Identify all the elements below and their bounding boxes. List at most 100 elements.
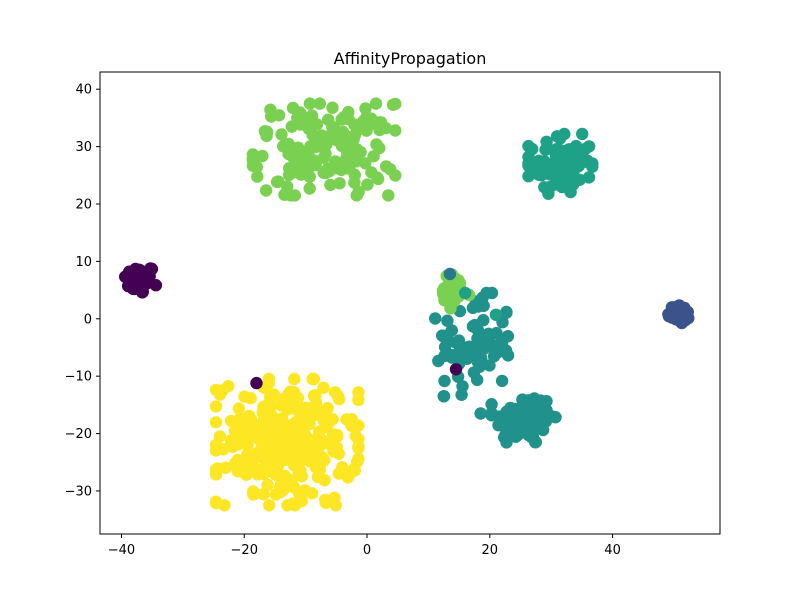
data-point bbox=[328, 386, 342, 399]
data-point bbox=[382, 189, 395, 202]
data-point bbox=[485, 409, 498, 422]
data-point bbox=[365, 166, 378, 179]
chart-title: AffinityPropagation bbox=[334, 49, 487, 68]
data-point bbox=[477, 314, 490, 327]
data-point bbox=[500, 306, 513, 319]
data-point bbox=[475, 332, 488, 345]
data-point bbox=[275, 434, 289, 447]
data-point bbox=[367, 150, 380, 163]
data-point bbox=[485, 398, 498, 411]
data-point bbox=[305, 487, 319, 500]
data-point bbox=[309, 460, 322, 474]
data-point bbox=[142, 272, 155, 285]
data-point bbox=[504, 401, 517, 415]
data-point bbox=[209, 400, 223, 413]
data-point bbox=[489, 308, 503, 321]
data-point bbox=[379, 121, 392, 135]
data-point bbox=[444, 302, 457, 315]
data-point bbox=[324, 178, 337, 192]
data-point bbox=[253, 449, 267, 462]
data-point bbox=[269, 488, 282, 501]
data-point bbox=[329, 499, 342, 512]
data-point bbox=[285, 455, 298, 468]
data-point bbox=[276, 412, 289, 425]
data-point bbox=[317, 381, 330, 394]
data-point bbox=[495, 374, 509, 388]
data-point bbox=[224, 434, 238, 447]
data-point bbox=[440, 329, 454, 342]
data-point bbox=[347, 132, 360, 146]
data-point bbox=[319, 420, 332, 434]
data-point bbox=[297, 447, 311, 460]
data-point bbox=[359, 102, 372, 115]
data-point bbox=[549, 411, 562, 424]
data-point bbox=[453, 304, 467, 318]
data-point bbox=[503, 414, 516, 428]
data-point bbox=[501, 330, 515, 343]
x-axis: −40 −20 0 20 40 bbox=[108, 534, 621, 558]
y-tick-label: 10 bbox=[75, 255, 92, 270]
data-point bbox=[261, 478, 274, 492]
y-tick-label: 30 bbox=[75, 140, 92, 155]
data-point bbox=[275, 477, 288, 490]
data-point bbox=[318, 474, 331, 487]
data-point bbox=[432, 354, 445, 368]
data-point bbox=[326, 121, 339, 134]
data-point bbox=[307, 372, 320, 386]
data-point bbox=[542, 187, 555, 200]
data-point bbox=[313, 97, 326, 110]
data-point bbox=[532, 168, 545, 181]
data-point bbox=[297, 149, 311, 162]
data-point bbox=[308, 441, 321, 454]
data-point bbox=[335, 163, 348, 177]
data-point bbox=[263, 499, 276, 512]
data-point bbox=[231, 465, 244, 478]
data-point bbox=[522, 394, 535, 407]
data-point bbox=[247, 485, 260, 498]
data-point bbox=[320, 164, 333, 177]
data-point bbox=[350, 189, 363, 202]
data-point bbox=[361, 178, 374, 191]
data-point bbox=[319, 147, 332, 160]
data-point bbox=[443, 267, 457, 281]
data-point bbox=[522, 157, 535, 170]
data-point bbox=[326, 101, 339, 114]
data-point bbox=[352, 452, 365, 465]
data-point bbox=[343, 149, 356, 162]
data-point bbox=[662, 310, 676, 323]
data-point bbox=[283, 162, 296, 175]
data-point bbox=[551, 143, 565, 156]
data-point bbox=[333, 177, 346, 190]
data-point bbox=[534, 394, 547, 407]
data-point bbox=[275, 128, 288, 141]
data-point bbox=[264, 390, 277, 403]
data-point bbox=[437, 390, 450, 403]
data-point bbox=[260, 125, 274, 139]
y-axis: −30 −20 −10 0 10 20 30 40 bbox=[65, 83, 100, 499]
x-tick-label: 40 bbox=[604, 543, 621, 558]
x-tick-label: 20 bbox=[482, 543, 499, 558]
data-point bbox=[348, 464, 362, 477]
data-point bbox=[323, 132, 336, 145]
data-point bbox=[429, 312, 442, 325]
data-point bbox=[540, 135, 553, 148]
data-point bbox=[246, 159, 260, 172]
x-tick-label: −40 bbox=[108, 543, 135, 558]
data-point bbox=[449, 363, 463, 376]
data-point bbox=[209, 444, 223, 457]
data-point bbox=[211, 462, 224, 475]
data-point bbox=[489, 346, 502, 360]
data-point bbox=[331, 429, 344, 443]
data-point bbox=[455, 388, 468, 401]
data-point bbox=[319, 493, 332, 507]
data-point bbox=[353, 119, 367, 133]
data-point bbox=[309, 389, 322, 402]
data-point bbox=[245, 426, 259, 439]
data-point bbox=[273, 455, 286, 468]
data-point bbox=[292, 413, 306, 426]
data-point bbox=[264, 446, 277, 459]
data-point bbox=[321, 401, 334, 415]
data-point bbox=[330, 441, 343, 454]
data-point bbox=[352, 442, 365, 455]
